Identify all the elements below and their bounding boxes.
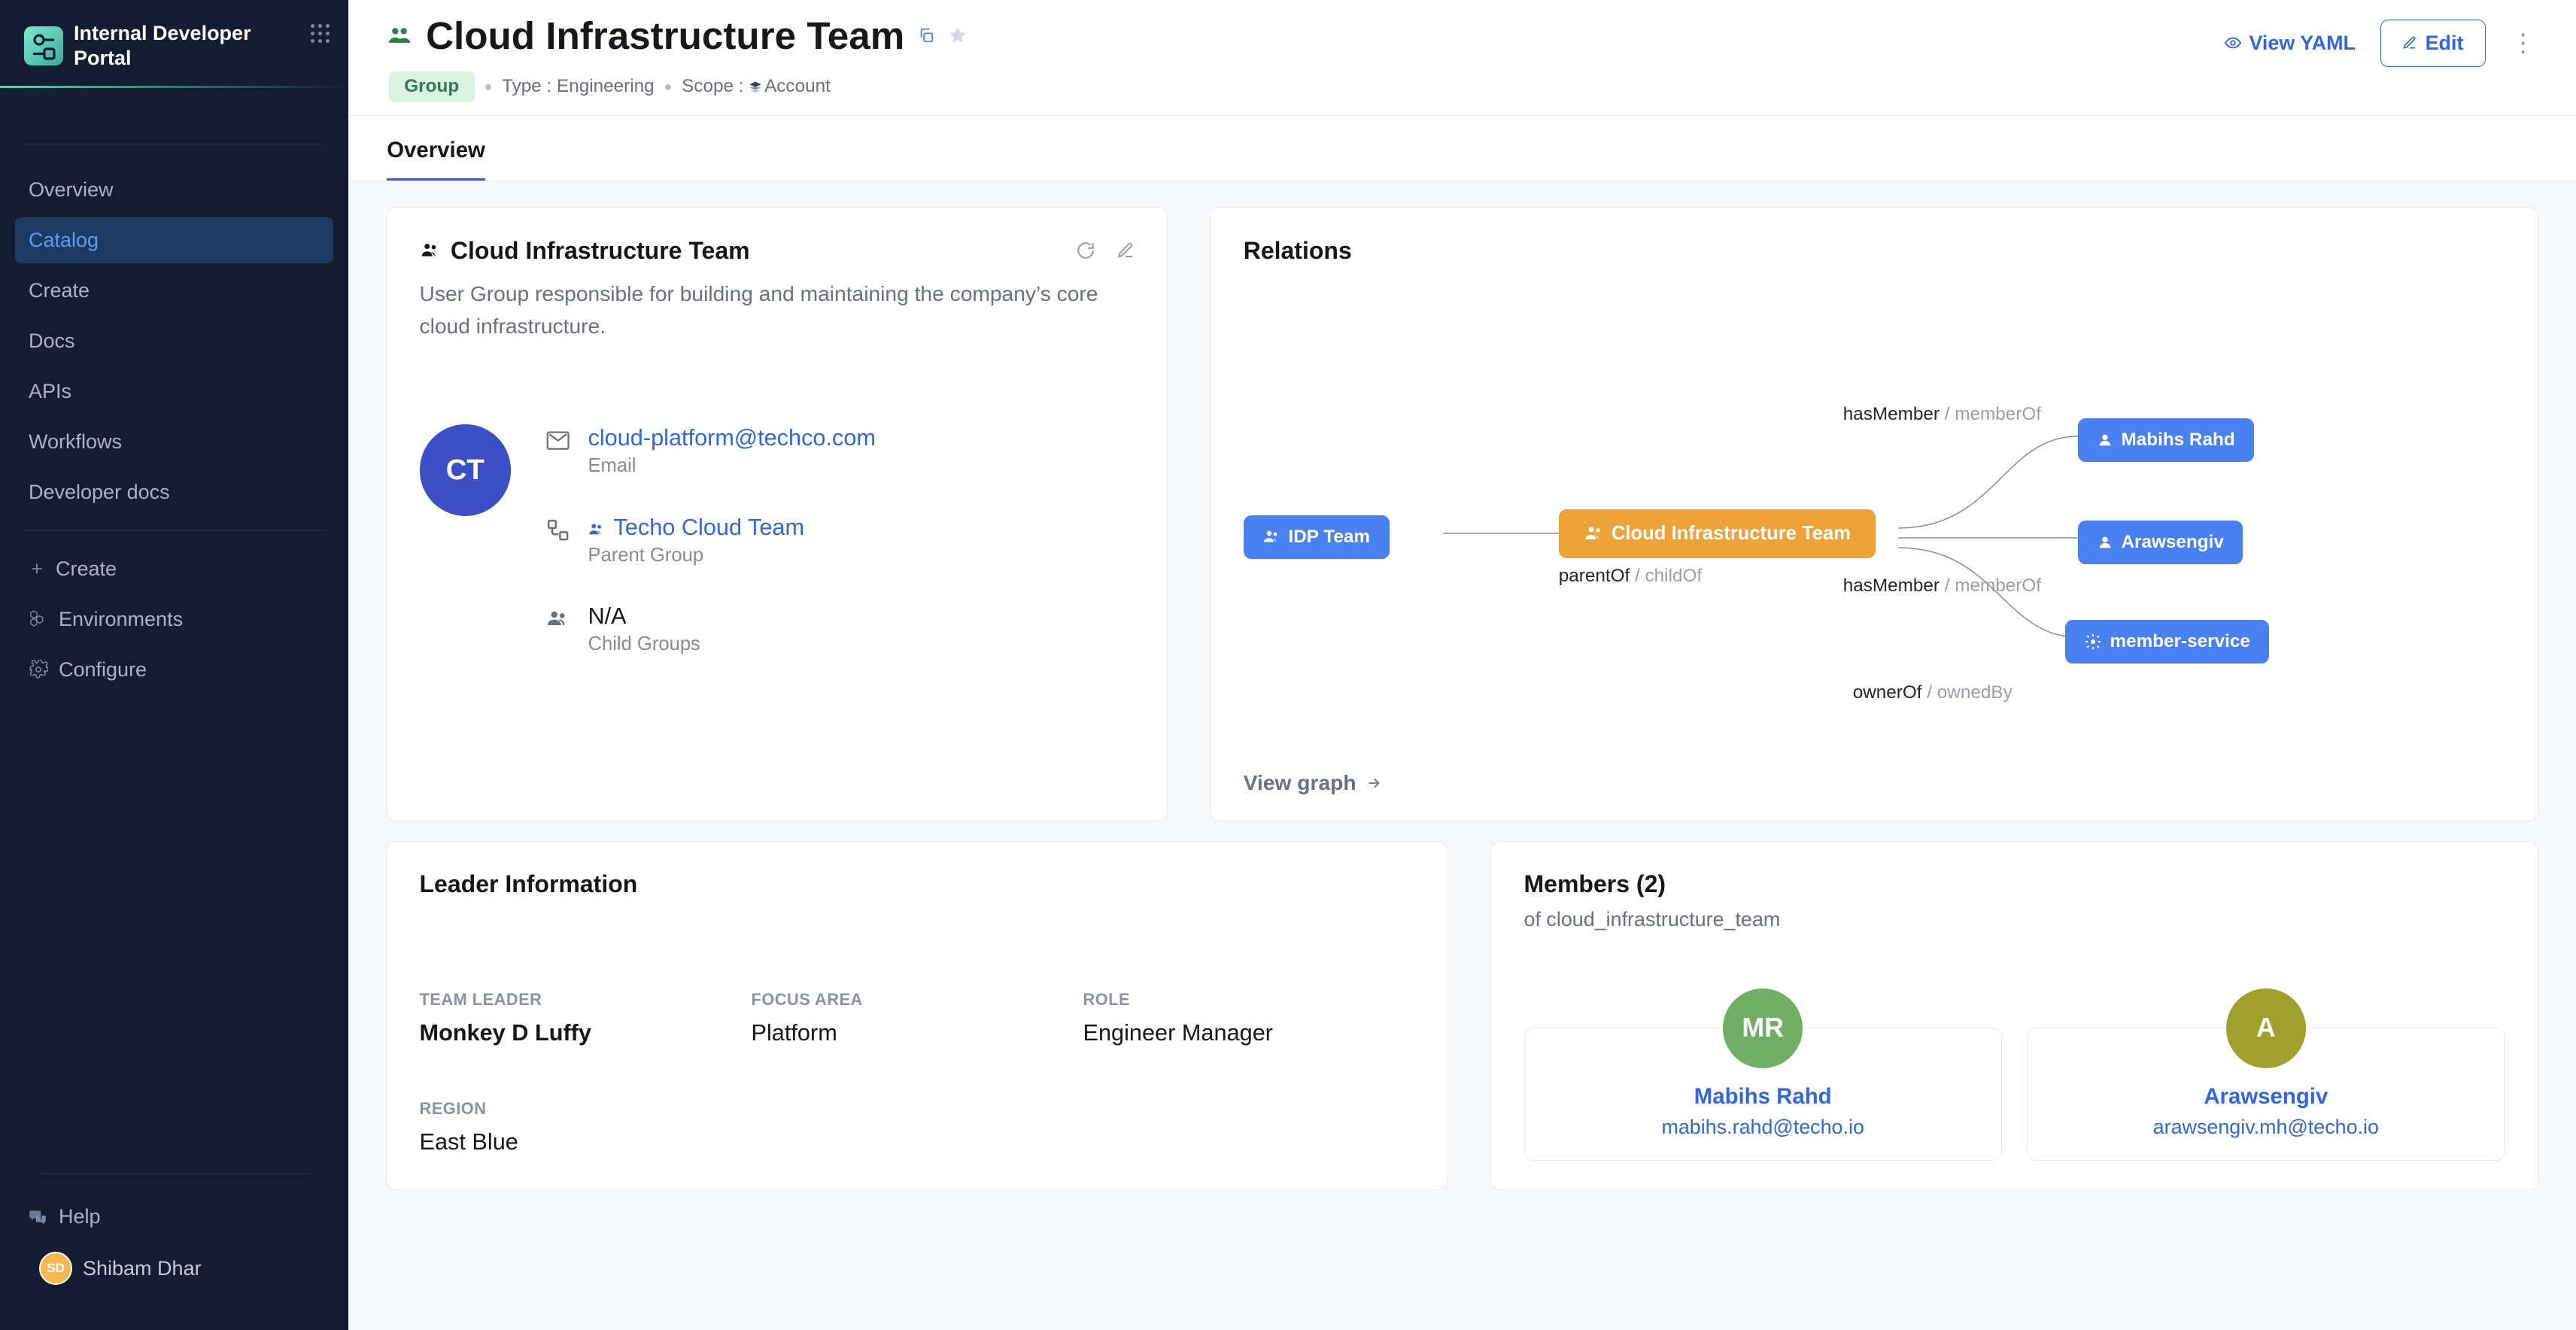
svg-text:?: ?: [39, 1215, 43, 1222]
